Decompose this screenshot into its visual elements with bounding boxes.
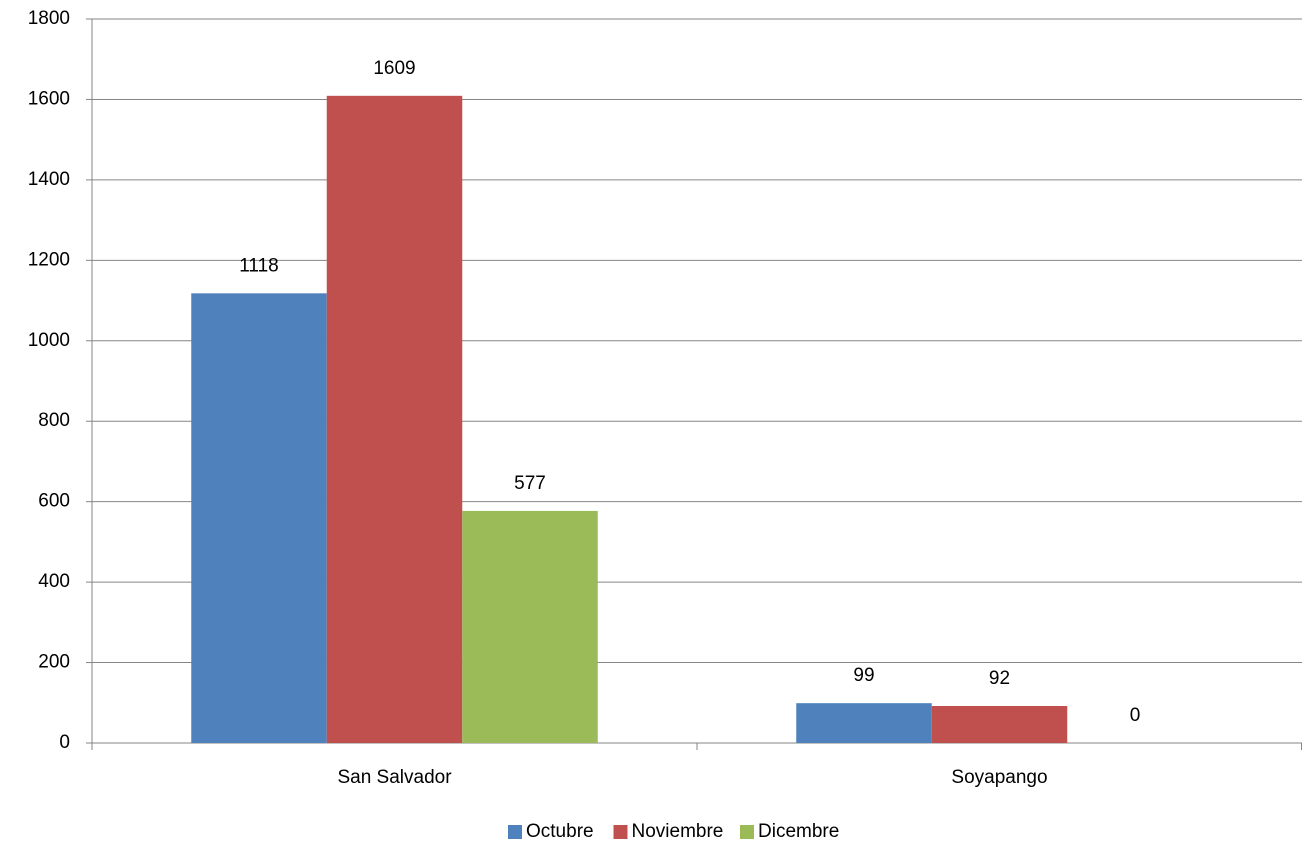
data-label: 92 [989, 668, 1010, 689]
legend-swatch [740, 825, 754, 839]
bar [931, 705, 1068, 743]
y-tick-label: 400 [38, 571, 70, 592]
bar [191, 293, 327, 743]
legend-swatch [613, 825, 628, 839]
data-label: 0 [1130, 705, 1141, 726]
data-label: 1609 [373, 58, 415, 79]
bar [796, 703, 932, 743]
x-tick-label: Soyapango [951, 767, 1047, 788]
y-tick-label: 0 [59, 732, 70, 753]
legend-label: Noviembre [632, 821, 724, 842]
legend-label: Dicembre [758, 821, 839, 842]
bar [462, 510, 598, 743]
y-tick-label: 1400 [28, 169, 70, 190]
legend-swatch [508, 825, 522, 839]
data-label: 99 [853, 665, 874, 686]
y-tick-label: 1800 [28, 8, 70, 29]
data-label: 1118 [239, 255, 278, 276]
y-tick-label: 1000 [28, 330, 70, 351]
y-tick-label: 1600 [28, 88, 70, 109]
bar [326, 95, 463, 743]
y-tick-label: 200 [38, 652, 70, 673]
y-tick-label: 600 [38, 491, 70, 512]
x-tick-label: San Salvador [337, 767, 452, 788]
legend-label: Octubre [526, 821, 594, 842]
y-tick-label: 1200 [28, 249, 70, 270]
y-tick-label: 800 [38, 410, 70, 431]
data-label: 577 [514, 473, 546, 494]
